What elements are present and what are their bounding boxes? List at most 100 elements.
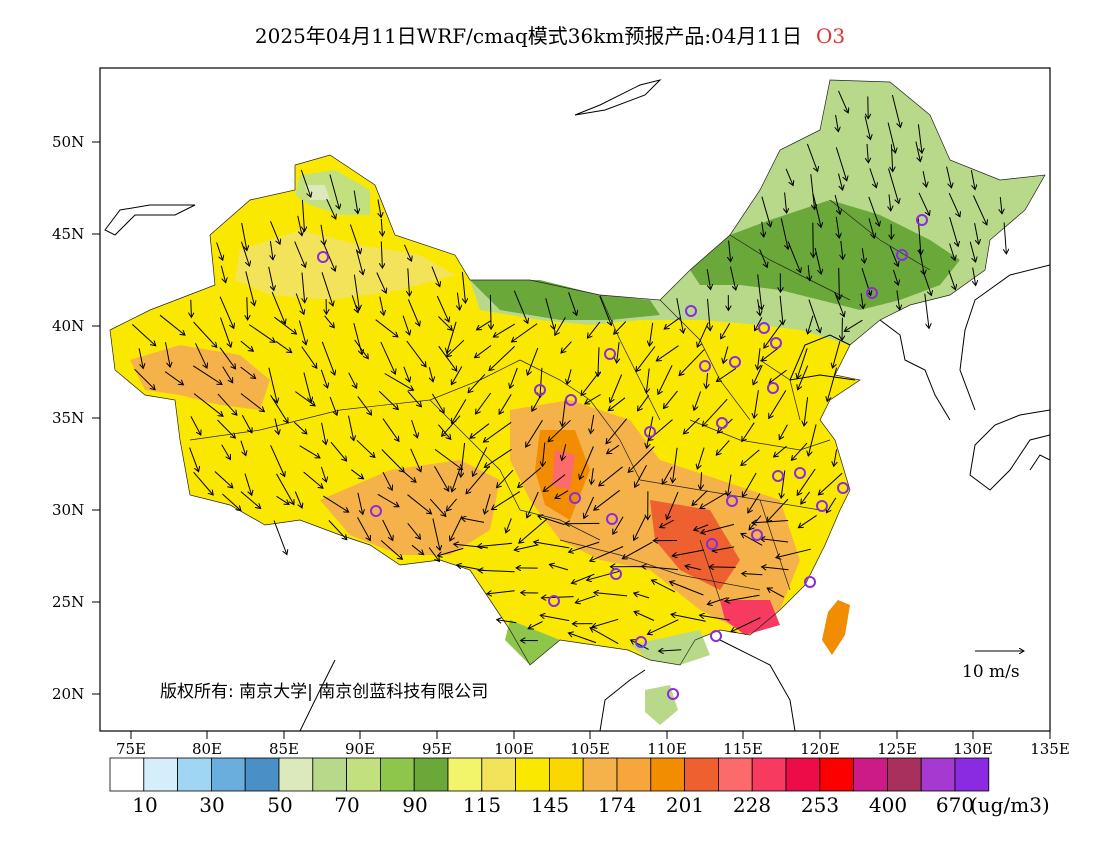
wind-arrow [354,339,369,359]
hainan-field [645,685,678,725]
wind-arrow [889,246,898,266]
wind-arrow [303,372,311,402]
wind-arrow [869,168,877,187]
legend-swatch [718,757,753,792]
wind-arrow [270,240,273,260]
wind-arrow [864,115,871,140]
wind-arrow [381,241,382,269]
legend-swatch [244,757,280,792]
legend-swatch [954,757,990,792]
wind-arrow [240,491,261,509]
station-marker [758,322,770,334]
wind-arrow [219,296,234,329]
wind-arrow [411,419,418,438]
wind-arrow [812,194,821,227]
wind-arrow [706,373,708,388]
legend-label-90: 90 [402,793,427,817]
wind-arrow [380,341,396,374]
wind-arrow [323,495,348,512]
wind-arrow [268,367,277,403]
wind-scale: 10 m/s [962,651,1024,682]
station-marker [866,287,878,299]
legend-label-50: 50 [267,793,292,817]
wind-arrow [295,293,304,315]
wind-arrow [702,398,728,426]
station-marker [569,492,581,504]
lon-label-125: 125E [877,740,917,758]
wind-arrow [320,224,324,245]
legend-swatch [650,757,685,792]
wind-arrow [717,367,737,381]
wind-arrow [528,621,543,629]
wind-arrow [434,465,449,491]
wind-arrow [723,346,729,364]
wind-arrow [836,216,839,238]
lat-label-20: 20N [52,685,84,703]
wind-arrow [191,299,192,318]
wind-arrow [915,141,921,162]
henan-line [689,419,831,451]
wind-arrow [543,474,566,492]
wind-arrow [562,444,567,460]
wind-arrow [762,567,789,570]
guangxi-green [630,630,710,665]
wind-arrow [613,516,624,535]
wind-arrow [461,442,466,477]
wind-arrow [220,317,231,348]
wind-arrow [634,516,646,540]
wind-arrow [302,272,305,303]
wind-arrow [379,296,384,316]
wind-arrow [294,491,302,509]
station-marker [729,356,741,368]
wind-arrow [329,174,340,210]
wind-arrow [752,521,789,523]
wind-arrow [493,323,516,337]
legend-swatch [751,757,787,792]
wind-arrow [694,391,702,411]
legend-swatch [515,757,550,792]
wind-arrow [785,168,793,186]
wind-arrow [785,192,787,214]
wind-arrow [970,170,975,189]
legend-label-400: 400 [869,793,907,817]
wind-arrow [270,394,288,423]
wind-arrow [512,323,538,342]
wind-arrow [274,316,296,334]
wind-arrow [808,299,820,333]
wind-arrow [382,471,392,490]
station-marker [317,251,329,263]
wind-arrow [730,266,736,290]
wind-arrow [353,322,362,355]
wind-arrow [891,94,900,127]
wind-arrow [221,444,231,460]
station-markers [317,214,928,700]
wind-arrow [475,345,492,358]
station-marker [534,384,546,396]
station-marker [565,394,577,406]
wind-arrow [635,465,647,487]
wind-arrow [357,492,363,515]
wind-arrow [591,414,594,434]
wind-arrow [276,495,290,504]
wind-arrow [466,465,491,494]
wind-arrow [835,147,847,180]
wind-arrow [764,323,783,348]
wind-arrow [378,199,381,218]
wind-arrow [403,471,416,482]
wind-arrow [833,341,841,368]
wind-arrow [240,366,256,379]
wind-arrow [667,491,679,519]
wind-arrow [380,540,402,560]
wind-arrow [436,295,449,322]
taiwan-field [822,600,850,655]
wind-arrow [431,393,444,413]
wind-arrow [220,265,225,283]
wind-arrow [761,196,771,227]
wind-arrow [299,445,320,458]
lon-label-105: 105E [570,740,610,758]
wind-arrow [222,493,241,511]
wind-arrow [760,539,789,543]
wind-arrow [700,492,727,509]
wind-arrow [608,397,626,411]
